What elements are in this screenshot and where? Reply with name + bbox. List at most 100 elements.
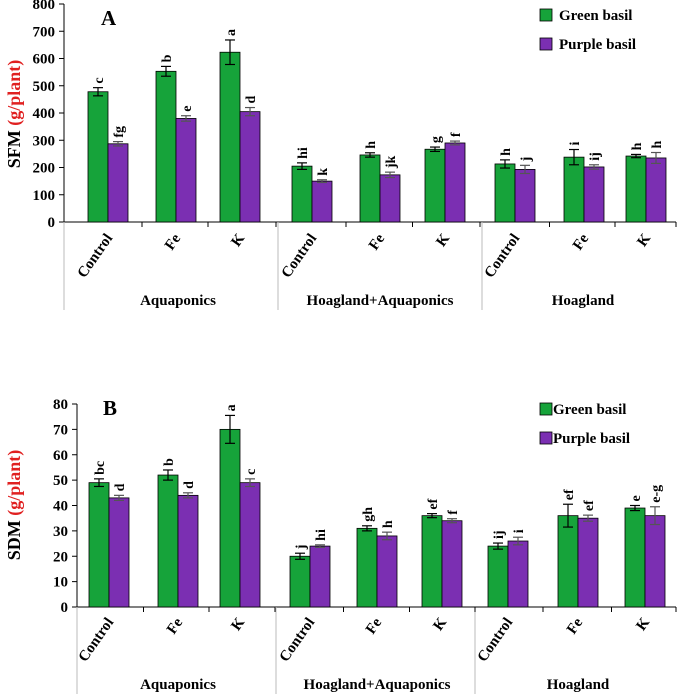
significance-letter: bc xyxy=(93,461,108,475)
bar-green-7 xyxy=(563,156,585,223)
y-tick-label: 20 xyxy=(53,549,68,565)
y-tick-label: 60 xyxy=(53,448,68,464)
group-label: Aquaponics xyxy=(140,293,216,309)
bar-green-1 xyxy=(157,474,179,608)
significance-letter: f xyxy=(446,510,461,515)
bar-purple-0 xyxy=(108,497,130,608)
x-tick-label: Control xyxy=(76,615,118,665)
significance-letter: c xyxy=(244,469,259,475)
bar-purple-2 xyxy=(239,482,261,608)
significance-letter: f xyxy=(449,132,464,137)
x-tick-label: K xyxy=(634,231,654,250)
bar-purple-5 xyxy=(444,142,466,223)
x-tick-label: Fe xyxy=(164,615,186,637)
bar-green-8 xyxy=(624,507,646,608)
bar-purple-6 xyxy=(514,169,536,223)
bar-marks: bc b a j gh ef ij ef e d d c hi h f i ef e-g xyxy=(88,404,666,608)
bar-purple-5 xyxy=(441,520,463,608)
x-tick-label: Fe xyxy=(570,231,592,253)
bar-green-6 xyxy=(494,163,516,223)
significance-letter: k xyxy=(316,168,331,176)
y-tick-label: 100 xyxy=(33,188,56,204)
y-tick-label: 50 xyxy=(53,473,68,489)
y-axis-ticks: 0 100 200 300 400 500 600 700 800 xyxy=(33,0,677,310)
significance-letter: hi xyxy=(314,529,329,541)
significance-letter: e xyxy=(180,106,195,112)
group-label: Hoagland+Aquaponics xyxy=(307,293,454,309)
legend-swatch-green xyxy=(539,8,553,22)
significance-letter: i xyxy=(568,142,583,146)
y-tick-label: 400 xyxy=(33,106,56,122)
group-label: Hoagland xyxy=(552,293,615,309)
x-tick-labels: Control Fe K Control Fe K Control Fe K xyxy=(75,231,655,281)
bar-green-3 xyxy=(291,165,313,223)
x-tick-label: K xyxy=(228,231,248,250)
significance-letter: ef xyxy=(562,489,577,500)
bar-purple-7 xyxy=(583,166,605,223)
x-tick-label: Fe xyxy=(366,231,388,253)
bar-purple-8 xyxy=(645,157,667,223)
bar-purple-2 xyxy=(239,111,261,223)
bar-purple-1 xyxy=(177,494,199,608)
bar-green-2 xyxy=(219,51,241,223)
legend: Green basil Purple basil xyxy=(539,402,630,447)
bar-purple-4 xyxy=(379,174,401,223)
y-tick-label: 700 xyxy=(33,24,56,40)
panel-b: B SDM (g/plant) 0 10 20 30 40 50 60 70 80 bc b a j g… xyxy=(4,396,677,694)
legend-label-purple: Purple basil xyxy=(553,431,630,447)
y-axis-label: SFM (g/plant) xyxy=(4,60,25,169)
legend-swatch-purple xyxy=(539,431,553,445)
significance-letter: d xyxy=(113,483,128,491)
y-tick-label: 300 xyxy=(33,133,56,149)
legend: Green basil Purple basil xyxy=(539,8,636,53)
panel-a: A SFM (g/plant) 0 100 200 300 400 500 600 700 80… xyxy=(4,0,677,310)
legend-swatch-purple xyxy=(539,37,553,51)
y-tick-label: 10 xyxy=(53,575,68,591)
bar-purple-4 xyxy=(376,535,398,608)
significance-letter: d xyxy=(182,481,197,489)
significance-letter: b xyxy=(162,458,177,466)
group-label: Aquaponics xyxy=(140,677,216,693)
significance-letter: e xyxy=(629,495,644,501)
x-tick-label: Fe xyxy=(564,615,586,637)
y-axis-label-prefix: SFM xyxy=(4,126,24,169)
legend-label-green: Green basil xyxy=(553,402,626,418)
bar-green-1 xyxy=(155,70,177,223)
bar-green-7 xyxy=(557,515,579,608)
significance-letter: a xyxy=(224,404,239,411)
bar-green-2 xyxy=(219,428,241,608)
group-label: Hoagland+Aquaponics xyxy=(304,677,451,693)
significance-letter: h xyxy=(381,520,396,528)
y-tick-label: 0 xyxy=(61,600,69,616)
x-tick-label: Fe xyxy=(162,231,184,253)
panel-letter: A xyxy=(101,6,117,30)
bar-purple-0 xyxy=(107,143,129,223)
significance-letter: ef xyxy=(426,498,441,509)
legend-label-purple: Purple basil xyxy=(559,37,636,53)
bar-purple-8 xyxy=(644,515,666,608)
x-tick-label: Control xyxy=(75,231,117,281)
bar-green-3 xyxy=(289,555,311,608)
y-tick-label: 40 xyxy=(53,499,68,515)
y-tick-label: 500 xyxy=(33,79,56,95)
group-label: Hoagland xyxy=(547,677,610,693)
bar-green-8 xyxy=(625,155,647,223)
bar-purple-3 xyxy=(309,545,331,608)
x-tick-label: K xyxy=(228,615,248,634)
panel-letter: B xyxy=(103,396,117,420)
significance-letter: gh xyxy=(361,507,376,522)
x-tick-label: Control xyxy=(482,231,524,281)
significance-letter: ij xyxy=(588,152,603,161)
bar-green-5 xyxy=(424,148,446,223)
y-tick-label: 200 xyxy=(33,161,56,177)
significance-letter: j xyxy=(294,545,309,551)
bar-purple-7 xyxy=(577,517,599,608)
legend-label-green: Green basil xyxy=(559,8,632,24)
x-tick-label: K xyxy=(633,615,653,634)
y-tick-label: 0 xyxy=(48,215,56,231)
y-axis-label-unit: (g/plant) xyxy=(4,450,25,516)
bar-green-0 xyxy=(88,482,110,608)
significance-letter: d xyxy=(244,96,259,104)
